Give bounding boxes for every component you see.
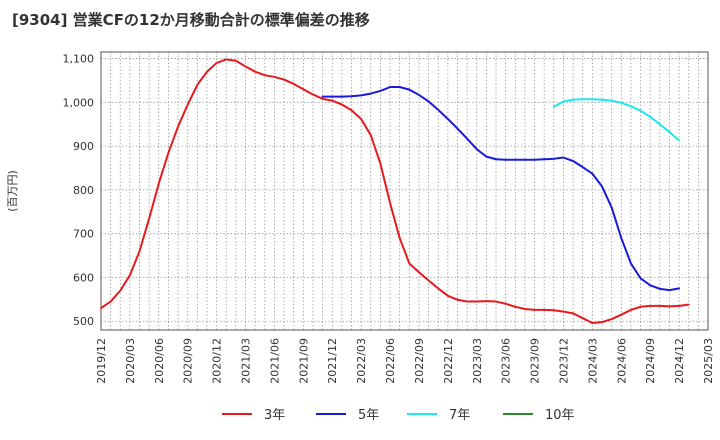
x-tick-label: 2024/12: [673, 338, 686, 384]
y-tick-label: 700: [73, 228, 94, 241]
x-tick-label: 2024/06: [615, 338, 628, 384]
x-tick-label: 2020/12: [211, 338, 224, 384]
series-line: [100, 58, 690, 324]
x-tick-label: 2023/12: [557, 338, 570, 384]
x-tick-label: 2020/03: [124, 338, 137, 384]
x-tick-label: 2022/09: [413, 338, 426, 384]
series-line: [552, 98, 681, 142]
x-tick-label: 2021/12: [326, 338, 339, 384]
legend-label: 5年: [358, 408, 379, 423]
y-tick-label: 500: [73, 315, 94, 328]
x-tick-label: 2022/03: [355, 338, 368, 384]
legend-label: 7年: [449, 408, 470, 423]
y-tick-label: 1,100: [63, 53, 95, 66]
plot-area: [101, 52, 708, 330]
x-tick-label: 2022/12: [442, 338, 455, 384]
series-line: [321, 86, 681, 292]
x-tick-label: 2023/09: [529, 338, 542, 384]
x-tick-label: 2021/09: [297, 338, 310, 384]
y-tick-label: 800: [73, 184, 94, 197]
x-tick-label: 2024/09: [644, 338, 657, 384]
legend-label: 3年: [264, 408, 285, 423]
y-tick-label: 900: [73, 140, 94, 153]
x-tick-label: 2023/03: [471, 338, 484, 384]
y-tick-label: 1,000: [63, 96, 95, 109]
x-tick-label: 2022/06: [384, 338, 397, 384]
plot-frame: [100, 51, 709, 331]
x-tick-label: 2021/03: [240, 338, 253, 384]
x-tick-label: 2020/09: [182, 338, 195, 384]
x-tick-label: 2024/03: [586, 338, 599, 384]
y-axis-label: (百万円): [6, 170, 19, 212]
x-tick-label: 2023/06: [500, 338, 513, 384]
y-tick-label: 600: [73, 271, 94, 284]
x-tick-label: 2020/06: [153, 338, 166, 384]
legend-label: 10年: [545, 408, 575, 423]
x-tick-label: 2019/12: [95, 338, 108, 384]
x-tick-label: 2021/06: [268, 338, 281, 384]
x-tick-label: 2025/03: [702, 338, 715, 384]
chart-title: [9304] 営業CFの12か月移動合計の標準偏差の推移: [12, 11, 370, 29]
